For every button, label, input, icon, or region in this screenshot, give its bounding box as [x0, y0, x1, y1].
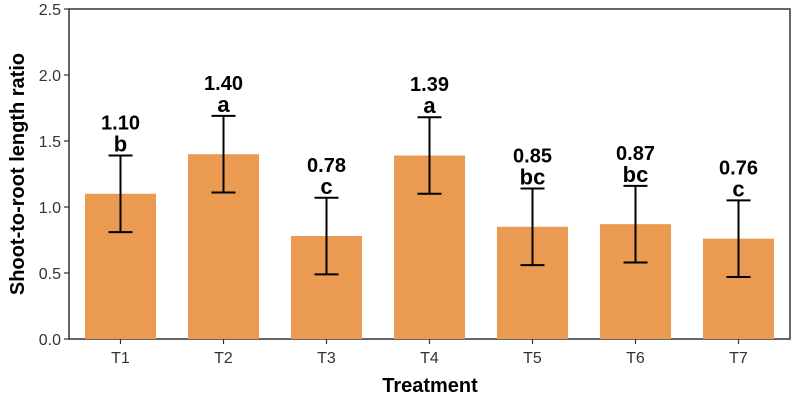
x-tick-label: T3 — [317, 350, 336, 367]
value-label-T5: 0.85 — [513, 146, 552, 168]
y-axis: 0.0 0.5 1.0 1.5 2.0 2.5 — [39, 2, 69, 349]
x-tick-label: T5 — [523, 350, 542, 367]
group-letter-T7: c — [732, 176, 744, 201]
value-label-T7: 0.76 — [719, 157, 758, 179]
x-axis-title: Treatment — [382, 375, 478, 397]
x-axis: T1 T2 T3 T4 T5 T6 T7 — [111, 339, 748, 367]
group-letter-T5: bc — [520, 165, 546, 190]
x-tick-label: T6 — [626, 350, 645, 367]
value-label-T1: 1.10 — [101, 113, 140, 135]
y-tick-label: 2.0 — [39, 68, 61, 85]
x-tick-label: T4 — [420, 350, 439, 367]
x-tick-label: T2 — [214, 350, 233, 367]
group-letter-T6: bc — [623, 162, 649, 187]
y-tick-label: 1.0 — [39, 200, 61, 217]
group-letter-T1: b — [114, 132, 127, 157]
value-label-T6: 0.87 — [616, 143, 655, 165]
value-label-T3: 0.78 — [307, 155, 346, 177]
value-label-T2: 1.40 — [204, 73, 243, 95]
y-tick-label: 0.5 — [39, 266, 61, 283]
group-letter-T4: a — [423, 93, 436, 118]
group-letter-T3: c — [320, 174, 332, 199]
group-letter-T2: a — [217, 92, 230, 117]
x-tick-label: T7 — [729, 350, 748, 367]
x-tick-label: T1 — [111, 350, 130, 367]
y-axis-title: Shoot-to-root length ratio — [7, 53, 29, 295]
y-tick-label: 2.5 — [39, 2, 61, 19]
y-tick-label: 0.0 — [39, 332, 61, 349]
y-tick-label: 1.5 — [39, 134, 61, 151]
value-label-T4: 1.39 — [410, 74, 449, 96]
